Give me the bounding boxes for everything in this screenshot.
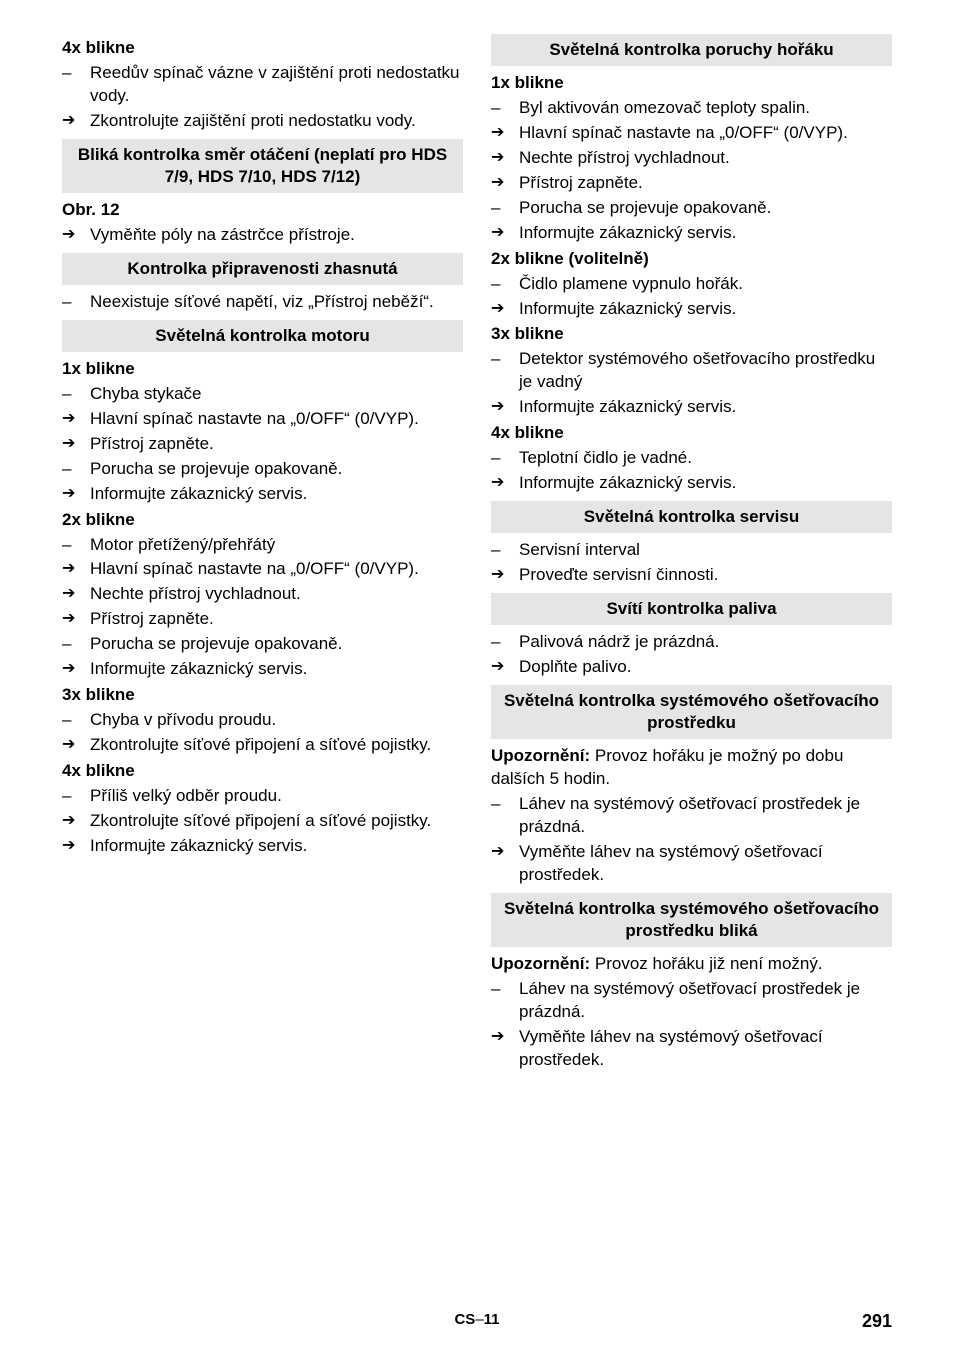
footer-page-number: 291 — [862, 1311, 892, 1332]
list-item: Porucha se projevuje opakovaně. — [62, 633, 463, 656]
list-item: Informujte zákaznický servis. — [491, 472, 892, 495]
subhead-obr12: Obr. 12 — [62, 199, 463, 222]
list-item: Informujte zákaznický servis. — [62, 483, 463, 506]
list-item: Chyba stykače — [62, 383, 463, 406]
list-item: Zkontrolujte zajištění proti nedostatku … — [62, 110, 463, 133]
heading-svet-kontrolka-horaku: Světelná kontrolka poruchy hořáku — [491, 34, 892, 66]
list-item: Nechte přístroj vychladnout. — [491, 147, 892, 170]
list-item: Informujte zákaznický servis. — [62, 658, 463, 681]
heading-sviti-kontrolka-paliva: Svítí kontrolka paliva — [491, 593, 892, 625]
list-r-s5: Servisní intervalProveďte servisní činno… — [491, 539, 892, 587]
list-item: Příliš velký odběr proudu. — [62, 785, 463, 808]
heading-svet-kontrolka-motoru: Světelná kontrolka motoru — [62, 320, 463, 352]
list-item: Reedův spínač vázne v zajištění proti ne… — [62, 62, 463, 108]
list-item: Zkontrolujte síťové připojení a síťové p… — [62, 734, 463, 757]
list-item: Zkontrolujte síťové připojení a síťové p… — [62, 810, 463, 833]
list-item: Láhev na systémový ošetřovací prostředek… — [491, 978, 892, 1024]
list-item: Informujte zákaznický servis. — [491, 396, 892, 419]
page-footer: CS – 11 291 — [0, 1311, 954, 1328]
list-r-s2: Čidlo plamene vypnulo hořák.Informujte z… — [491, 273, 892, 321]
right-column: Světelná kontrolka poruchy hořáku 1x bli… — [491, 34, 892, 1074]
list-item: Čidlo plamene vypnulo hořák. — [491, 273, 892, 296]
list-item: Porucha se projevuje opakovaně. — [62, 458, 463, 481]
heading-svet-kontrolka-sys-osetr: Světelná kontrolka systémového ošetřovac… — [491, 685, 892, 739]
heading-blika-kontrolka: Bliká kontrolka směr otáčení (neplatí pr… — [62, 139, 463, 193]
footer-sep: – — [475, 1311, 483, 1328]
list-item: Vyměňte láhev na systémový ošetřovací pr… — [491, 1026, 892, 1072]
list-item: Servisní interval — [491, 539, 892, 562]
list-item: Doplňte palivo. — [491, 656, 892, 679]
list-l-s7: Příliš velký odběr proudu.Zkontrolujte s… — [62, 785, 463, 858]
list-r-s8: Láhev na systémový ošetřovací prostředek… — [491, 978, 892, 1072]
subhead-r-3x: 3x blikne — [491, 323, 892, 346]
list-item: Chyba v přívodu proudu. — [62, 709, 463, 732]
list-r-s6: Palivová nádrž je prázdná.Doplňte palivo… — [491, 631, 892, 679]
list-item: Detektor systémového ošetřovacího prostř… — [491, 348, 892, 394]
list-item: Vyměňte póly na zástrčce přístroje. — [62, 224, 463, 247]
list-item: Láhev na systémový ošetřovací prostředek… — [491, 793, 892, 839]
list-r-s3: Detektor systémového ošetřovacího prostř… — [491, 348, 892, 419]
subhead-r-4x: 4x blikne — [491, 422, 892, 445]
list-item: Motor přetížený/přehřátý — [62, 534, 463, 557]
heading-kontrolka-pripravenosti: Kontrolka připravenosti zhasnutá — [62, 253, 463, 285]
list-item: Neexistuje síťové napětí, viz „Přístroj … — [62, 291, 463, 314]
list-item: Nechte přístroj vychladnout. — [62, 583, 463, 606]
list-item: Informujte zákaznický servis. — [62, 835, 463, 858]
note-1: Upozornění: Provoz hořáku je možný po do… — [491, 745, 892, 791]
list-item: Palivová nádrž je prázdná. — [491, 631, 892, 654]
footer-lang: CS — [454, 1311, 475, 1328]
list-item: Informujte zákaznický servis. — [491, 298, 892, 321]
subhead-r-2x: 2x blikne (volitelně) — [491, 248, 892, 271]
subhead-3x-blikne: 3x blikne — [62, 684, 463, 707]
list-r-s7: Láhev na systémový ošetřovací prostředek… — [491, 793, 892, 887]
note-2-bold: Upozornění: — [491, 954, 590, 973]
list-l-s3: Neexistuje síťové napětí, viz „Přístroj … — [62, 291, 463, 314]
subhead-2x-blikne: 2x blikne — [62, 509, 463, 532]
list-item: Porucha se projevuje opakovaně. — [491, 197, 892, 220]
subhead-4x-blikne: 4x blikne — [62, 37, 463, 60]
list-item: Byl aktivován omezovač teploty spalin. — [491, 97, 892, 120]
subhead-r-1x: 1x blikne — [491, 72, 892, 95]
list-l-s2: Vyměňte póly na zástrčce přístroje. — [62, 224, 463, 247]
list-l-s1: Reedův spínač vázne v zajištění proti ne… — [62, 62, 463, 133]
list-item: Přístroj zapněte. — [62, 433, 463, 456]
list-item: Hlavní spínač nastavte na „0/OFF“ (0/VYP… — [491, 122, 892, 145]
list-item: Vyměňte láhev na systémový ošetřovací pr… — [491, 841, 892, 887]
list-item: Přístroj zapněte. — [491, 172, 892, 195]
list-item: Proveďte servisní činnosti. — [491, 564, 892, 587]
list-r-s1: Byl aktivován omezovač teploty spalin.Hl… — [491, 97, 892, 245]
heading-svet-kontrolka-sys-osetr-blika: Světelná kontrolka systémového ošetřovac… — [491, 893, 892, 947]
list-r-s4: Teplotní čidlo je vadné.Informujte zákaz… — [491, 447, 892, 495]
footer-section-page: 11 — [484, 1311, 500, 1328]
note-1-bold: Upozornění: — [491, 746, 590, 765]
list-item: Informujte zákaznický servis. — [491, 222, 892, 245]
list-item: Hlavní spínač nastavte na „0/OFF“ (0/VYP… — [62, 408, 463, 431]
list-item: Hlavní spínač nastavte na „0/OFF“ (0/VYP… — [62, 558, 463, 581]
subhead-1x-blikne: 1x blikne — [62, 358, 463, 381]
list-l-s5: Motor přetížený/přehřátýHlavní spínač na… — [62, 534, 463, 682]
list-item: Přístroj zapněte. — [62, 608, 463, 631]
note-2: Upozornění: Provoz hořáku již není možný… — [491, 953, 892, 976]
left-column: 4x blikne Reedův spínač vázne v zajištěn… — [62, 34, 463, 1074]
list-l-s4: Chyba stykačeHlavní spínač nastavte na „… — [62, 383, 463, 506]
list-l-s6: Chyba v přívodu proudu.Zkontrolujte síťo… — [62, 709, 463, 757]
heading-svet-kontrolka-servisu: Světelná kontrolka servisu — [491, 501, 892, 533]
list-item: Teplotní čidlo je vadné. — [491, 447, 892, 470]
note-2-text: Provoz hořáku již není možný. — [590, 954, 822, 973]
subhead-4x-blikne-b: 4x blikne — [62, 760, 463, 783]
